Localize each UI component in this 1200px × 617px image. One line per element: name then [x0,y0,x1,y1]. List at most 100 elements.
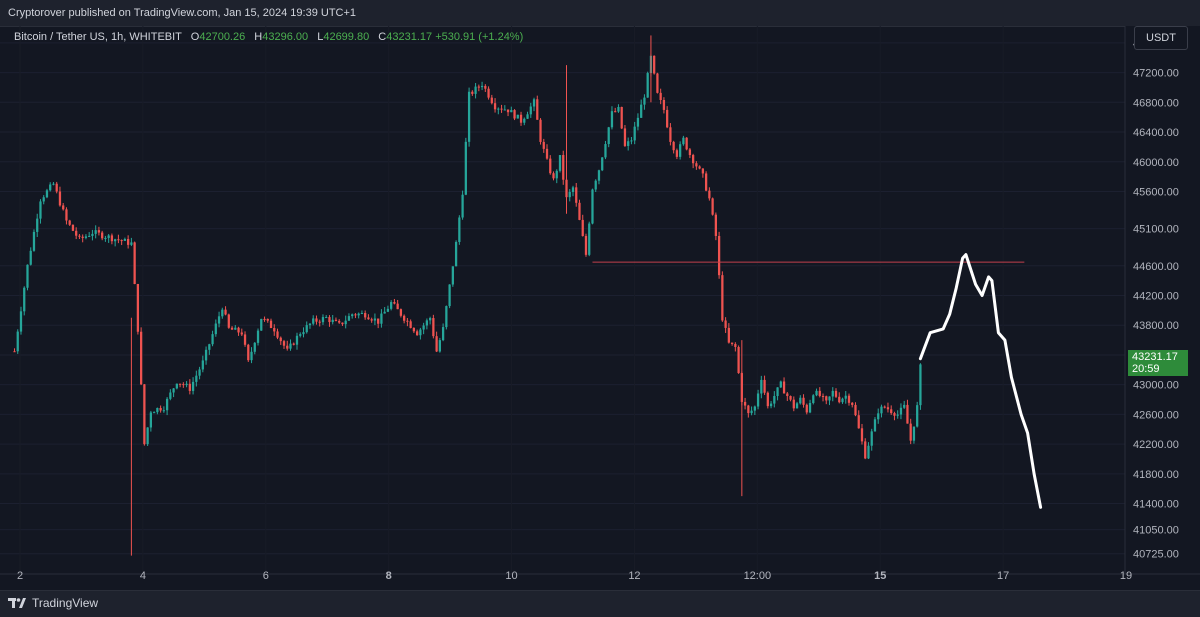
candle-body [351,314,354,317]
candle-body [422,325,425,330]
candle-body [104,237,107,239]
candle-body [860,428,864,442]
candle-body [782,381,786,394]
candle-body [178,383,182,385]
price-tick-label: 41400.00 [1133,499,1179,511]
candle-body [328,317,331,323]
candle-body [682,137,685,145]
candle-body [847,395,851,403]
candle-body [364,313,367,318]
candle-body [825,396,828,401]
candle-body [497,108,500,110]
candle-body [243,334,247,345]
candle-body [237,327,240,333]
candle-body [834,390,838,397]
candle-body [318,321,321,323]
close-label: C [378,31,387,43]
price-tick-label: 45600.00 [1133,186,1179,198]
candle-body [487,88,490,98]
price-tick-label: 45100.00 [1133,224,1179,236]
candle-body [107,235,110,238]
candle-body [393,302,396,304]
candle-body [643,97,646,105]
candle-body [578,202,581,220]
candle-body [273,328,276,332]
candle-body [513,110,516,119]
candle-body [708,190,711,199]
time-tick-label: 17 [997,570,1009,582]
price-chart[interactable]: 47600.0047200.0046800.0046400.0046000.00… [0,26,1200,590]
candle-body [71,224,75,231]
candle-body [669,127,672,142]
candle-body [542,141,545,149]
candle-body [256,330,260,343]
time-tick-label: 6 [263,570,269,582]
candle-body [94,230,97,234]
candle-body [880,406,883,414]
candle-body [815,390,818,396]
candle-body [539,119,542,142]
candle-body [704,173,708,191]
candle-body [805,404,808,413]
candle-body [260,318,263,331]
candle-body [117,239,120,241]
currency-button[interactable]: USDT [1134,26,1188,50]
candle-body [795,403,799,409]
candle-body [536,99,539,120]
candle-body [367,317,370,320]
candle-body [302,332,305,335]
candle-body [471,91,474,94]
candle-body [604,144,607,158]
tradingview-logo[interactable]: TradingView [8,596,98,610]
candle-body [614,111,617,113]
candle-body [217,316,221,324]
candle-body [653,55,656,74]
candle-body [523,118,526,123]
candle-body [474,86,477,94]
candle-body [114,239,117,242]
candle-body [877,413,880,420]
candle-body [786,393,789,397]
candle-body [221,309,224,317]
candle-body [490,97,493,104]
candle-body [818,390,821,396]
candle-body [191,381,195,391]
candle-body [65,209,68,221]
candle-body [584,235,588,255]
candle-body [575,187,578,203]
candle-body [724,320,727,328]
projection-stroke [918,253,1043,509]
candle-body [799,397,802,404]
candle-body [19,311,23,332]
candle-body [299,334,302,336]
candle-body [743,401,747,406]
candle-body [464,141,467,195]
candle-body [204,349,208,361]
candle-body [636,117,640,127]
candle-body [727,327,730,343]
bar-countdown: 20:59 [1132,363,1160,375]
candle-body [666,109,669,128]
candle-body [870,431,873,446]
candle-body [91,233,94,236]
candle-body [591,189,594,224]
symbol-name[interactable]: Bitcoin / Tether US, 1h, WHITEBIT [14,31,182,43]
candle-body [899,407,903,415]
candle-body [253,342,256,352]
candle-body [454,241,458,267]
candle-body [81,236,84,238]
candle-body [136,284,140,332]
price-tick-label: 43000.00 [1133,380,1179,392]
candle-body [130,242,133,245]
price-tick-label: 46400.00 [1133,127,1179,139]
price-tick-label: 46800.00 [1133,97,1179,109]
candle-body [101,232,104,239]
candle-body [851,402,854,405]
candle-body [152,412,156,414]
candle-body [620,106,623,129]
candle-body [269,320,273,329]
chart-grid [0,26,1127,574]
candle-body [325,317,328,319]
candle-body [13,351,16,353]
candle-body [23,287,26,312]
